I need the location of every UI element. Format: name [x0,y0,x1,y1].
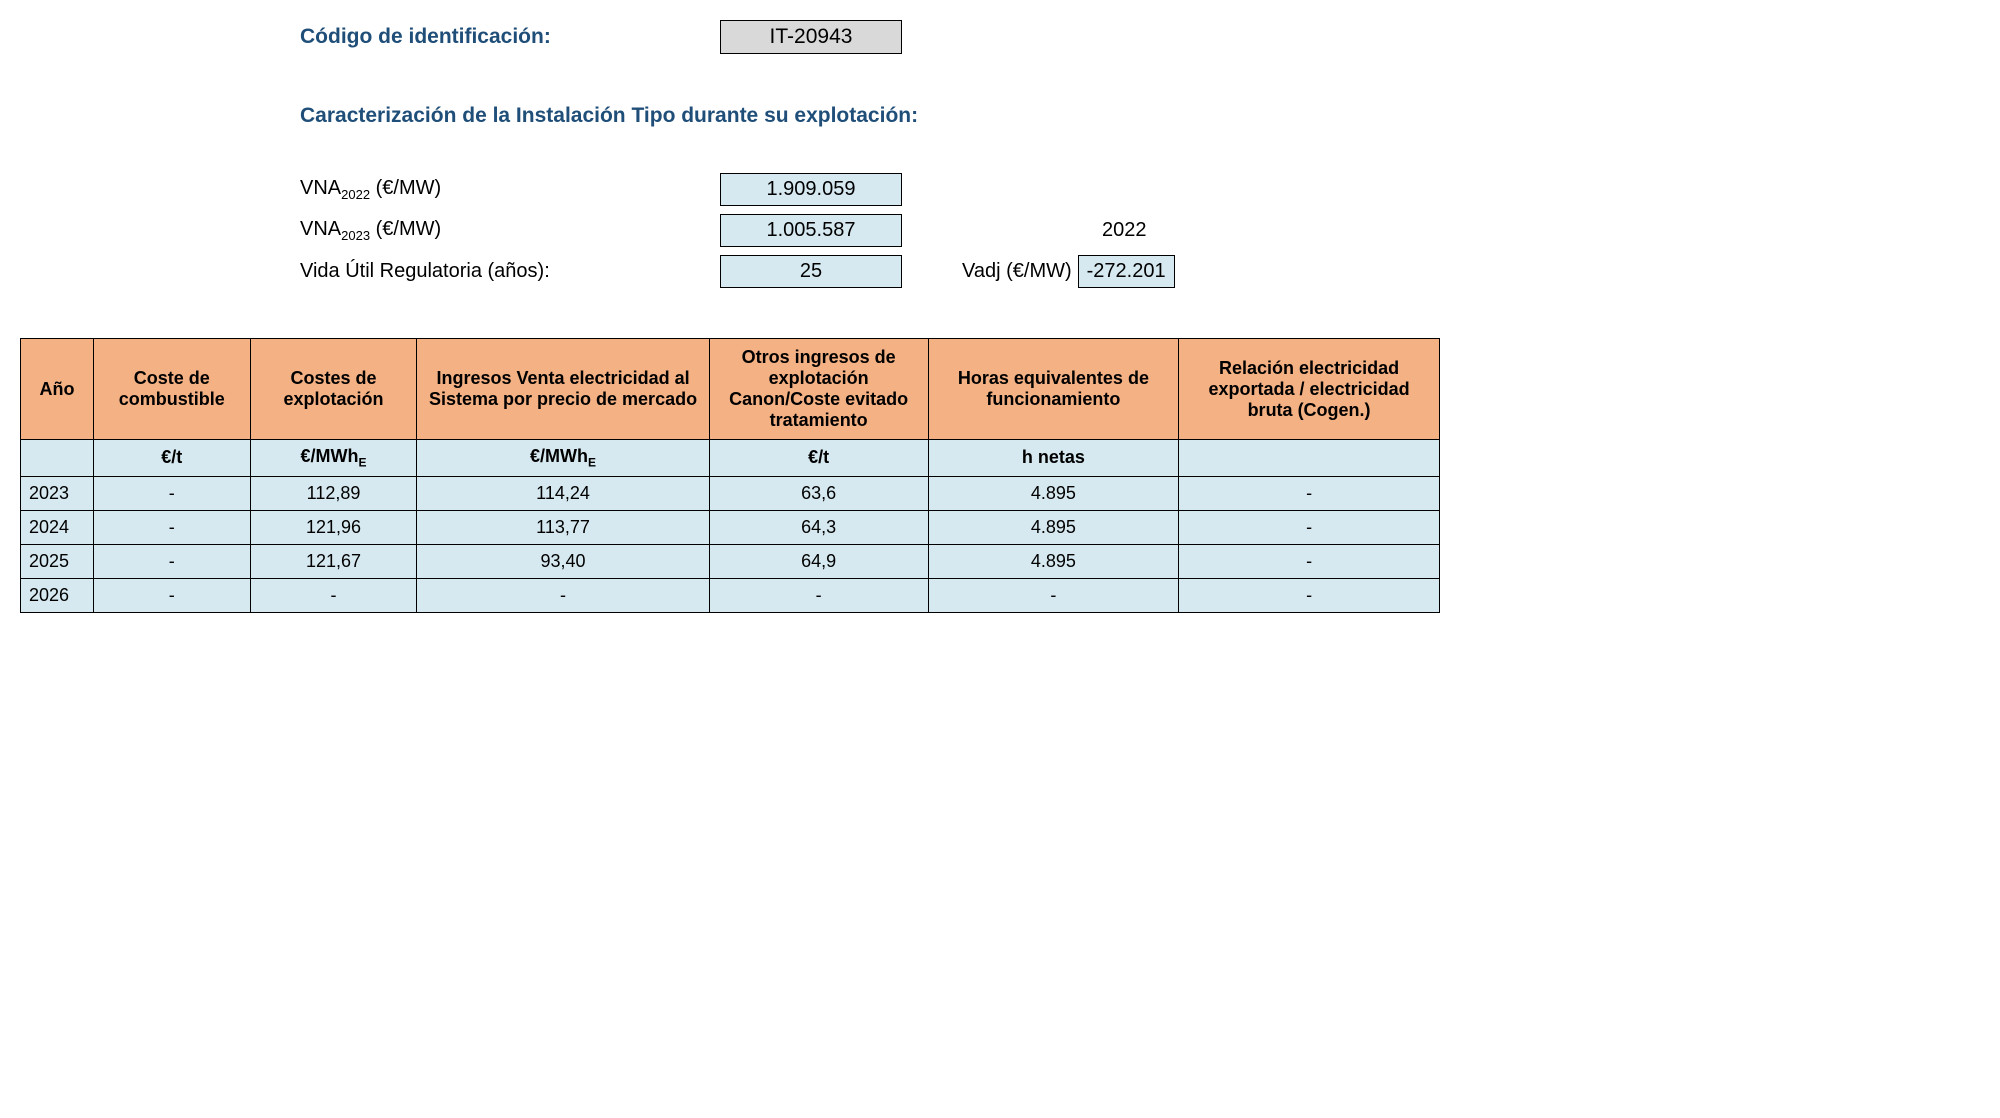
cell-hours: - [928,578,1178,612]
cell-market: - [417,578,709,612]
cell-fuel: - [94,476,251,510]
code-value: IT-20943 [720,20,902,54]
cell-other: 64,3 [709,510,928,544]
cell-other: - [709,578,928,612]
table-row: 2024 - 121,96 113,77 64,3 4.895 - [21,510,1440,544]
unit-hours: h netas [928,440,1178,477]
vna2023-label: VNA2023 (€/MW) [300,218,720,243]
vna2022-value: 1.909.059 [720,173,902,206]
cell-ratio: - [1179,578,1440,612]
cell-ratio: - [1179,510,1440,544]
unit-opex: €/MWhE [250,440,417,477]
cell-market: 113,77 [417,510,709,544]
unit-year [21,440,94,477]
cell-fuel: - [94,544,251,578]
cell-year: 2026 [21,578,94,612]
cell-year: 2025 [21,544,94,578]
vadj-label: Vadj (€/MW) [962,260,1072,283]
cell-fuel: - [94,578,251,612]
cell-year: 2024 [21,510,94,544]
vna2023-value: 1.005.587 [720,214,902,247]
cell-hours: 4.895 [928,510,1178,544]
unit-ratio [1179,440,1440,477]
table-row: 2025 - 121,67 93,40 64,9 4.895 - [21,544,1440,578]
unit-other: €/t [709,440,928,477]
section-title: Caracterización de la Instalación Tipo d… [300,104,1980,128]
th-year: Año [21,339,94,440]
table-row: 2023 - 112,89 114,24 63,6 4.895 - [21,476,1440,510]
th-ratio: Relación electricidad exportada / electr… [1179,339,1440,440]
cell-other: 63,6 [709,476,928,510]
vadj-value: -272.201 [1078,255,1175,288]
cell-opex: - [250,578,417,612]
cell-other: 64,9 [709,544,928,578]
cell-fuel: - [94,510,251,544]
cell-hours: 4.895 [928,476,1178,510]
vna2022-label: VNA2022 (€/MW) [300,177,720,202]
th-opex: Costes de explotación [250,339,417,440]
cell-ratio: - [1179,544,1440,578]
cell-year: 2023 [21,476,94,510]
th-other: Otros ingresos de explotación Canon/Cost… [709,339,928,440]
cell-opex: 112,89 [250,476,417,510]
unit-market: €/MWhE [417,440,709,477]
table-row: 2026 - - - - - - [21,578,1440,612]
th-market: Ingresos Venta electricidad al Sistema p… [417,339,709,440]
vida-value: 25 [720,255,902,288]
cell-market: 114,24 [417,476,709,510]
cell-hours: 4.895 [928,544,1178,578]
side-year: 2022 [1102,219,1147,242]
table-units-row: €/t €/MWhE €/MWhE €/t h netas [21,440,1440,477]
data-table: Año Coste de combustible Costes de explo… [20,338,1440,613]
cell-market: 93,40 [417,544,709,578]
table-header-row: Año Coste de combustible Costes de explo… [21,339,1440,440]
cell-opex: 121,96 [250,510,417,544]
th-hours: Horas equivalentes de funcionamiento [928,339,1178,440]
th-fuel: Coste de combustible [94,339,251,440]
unit-fuel: €/t [94,440,251,477]
cell-opex: 121,67 [250,544,417,578]
cell-ratio: - [1179,476,1440,510]
vida-label: Vida Útil Regulatoria (años): [300,260,720,283]
code-label: Código de identificación: [300,25,720,49]
